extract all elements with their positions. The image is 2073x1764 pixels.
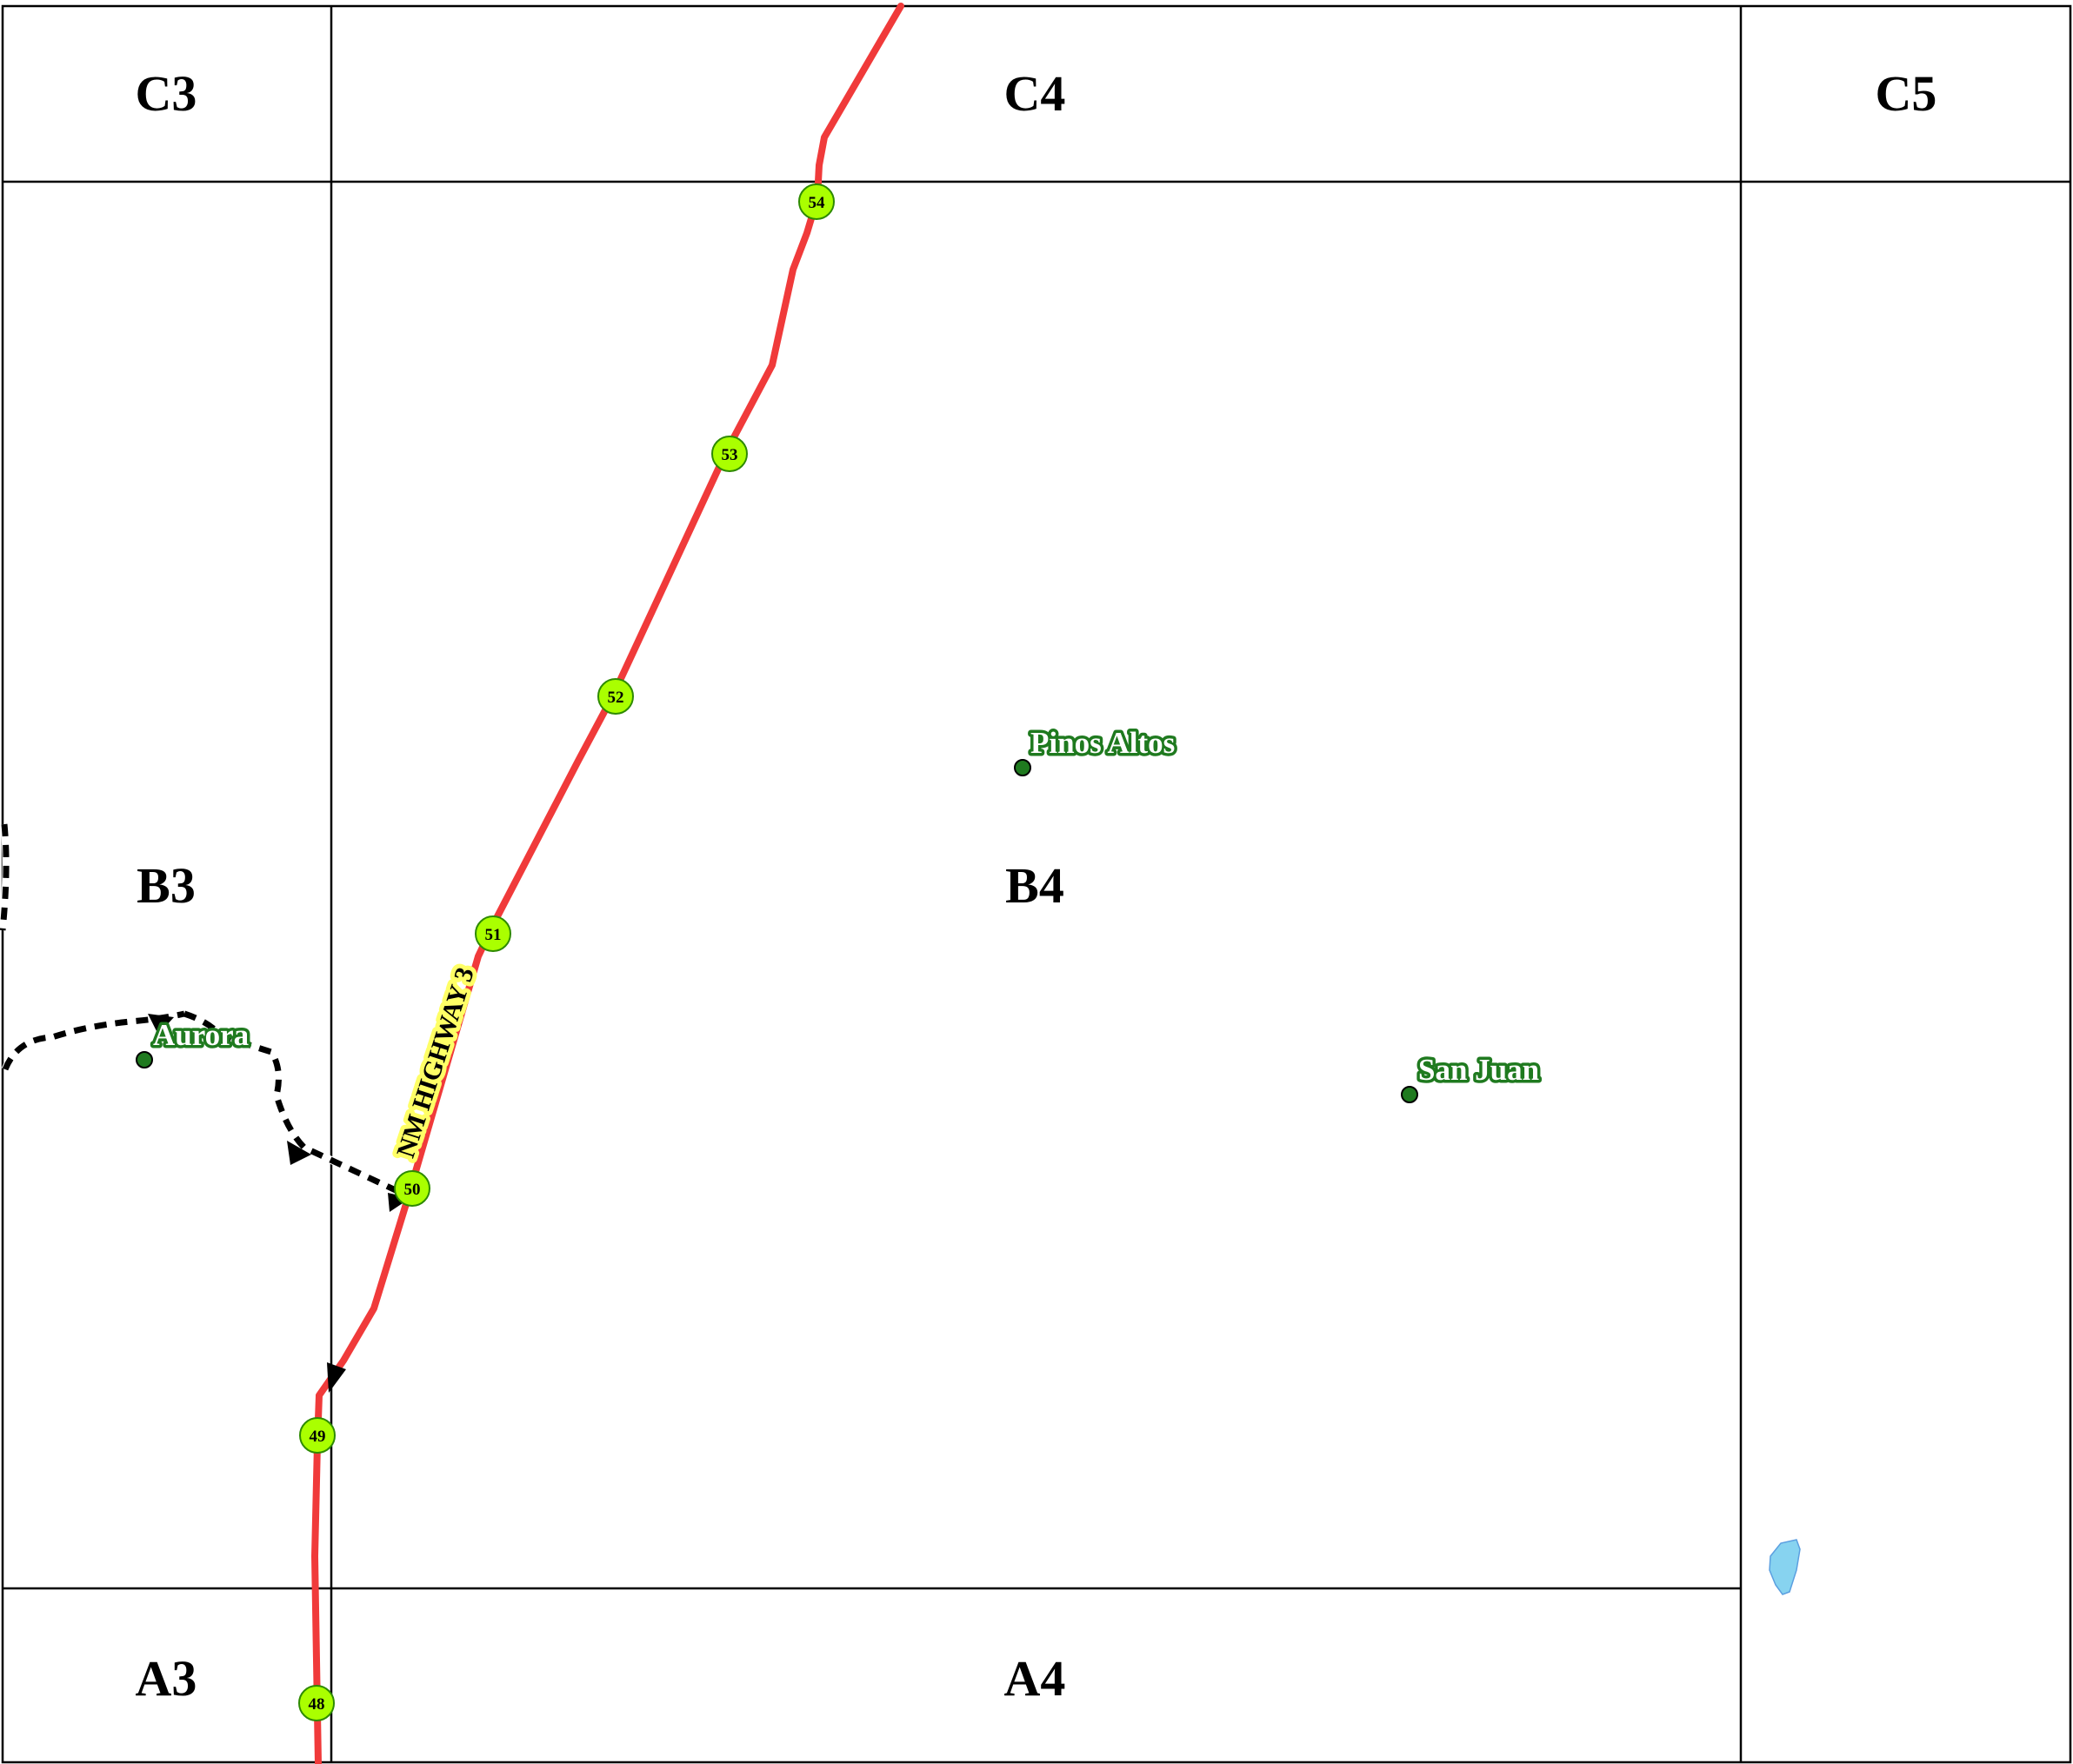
town-point-icon bbox=[1401, 1086, 1418, 1103]
highway-nm3[interactable] bbox=[311, 3, 904, 1764]
town-point-icon bbox=[1014, 759, 1031, 776]
mile-markers: 48 49 50 51 52 53 54 bbox=[298, 183, 835, 1721]
mile-marker-label: 48 bbox=[309, 1695, 325, 1714]
town-point-icon bbox=[136, 1051, 153, 1068]
mile-marker-53: 53 bbox=[711, 436, 748, 472]
grid-label-c5: C5 bbox=[1876, 65, 1937, 122]
mile-marker-48: 48 bbox=[298, 1685, 335, 1721]
mile-marker-label: 49 bbox=[310, 1428, 326, 1446]
town-label-san-juan: San Juan bbox=[1418, 1053, 1539, 1087]
grid-label-a3: A3 bbox=[136, 1650, 197, 1707]
grid-label-b4: B4 bbox=[1005, 857, 1064, 914]
grid-label-c4: C4 bbox=[1004, 65, 1066, 122]
trail[interactable] bbox=[0, 823, 410, 1212]
grid-label-c3: C3 bbox=[136, 65, 197, 122]
highway-direction-arrow-icon bbox=[327, 1362, 346, 1393]
trail-edge-segment[interactable] bbox=[0, 823, 10, 931]
mile-marker-54: 54 bbox=[798, 183, 835, 220]
mile-marker-label: 52 bbox=[608, 689, 624, 707]
mile-marker-51: 51 bbox=[475, 915, 511, 952]
mile-marker-label: 53 bbox=[722, 446, 738, 464]
towns: Pinos Altos Aurora San Juan bbox=[136, 723, 1543, 1103]
mile-marker-label: 50 bbox=[404, 1181, 421, 1199]
town-pinos-altos[interactable]: Pinos Altos bbox=[1014, 723, 1178, 776]
highway-line[interactable] bbox=[311, 3, 904, 1764]
highway-label: NM HIGHWAY 3 bbox=[391, 964, 480, 1162]
trail-east-segment[interactable] bbox=[183, 1010, 410, 1200]
water-body bbox=[1769, 1539, 1801, 1595]
trail-arrow-icon bbox=[287, 1141, 311, 1165]
mile-marker-label: 51 bbox=[485, 926, 502, 944]
grid-label-a4: A4 bbox=[1004, 1650, 1066, 1707]
mile-marker-label: 54 bbox=[809, 194, 826, 212]
trail-west-segment[interactable] bbox=[2, 1010, 185, 1071]
mile-marker-50: 50 bbox=[394, 1170, 430, 1207]
mile-marker-49: 49 bbox=[299, 1417, 336, 1454]
grid-label-b3: B3 bbox=[137, 857, 196, 914]
trail-arrow-icon bbox=[148, 1014, 174, 1035]
grid-labels: C3 C4 C5 B3 B4 A3 A4 bbox=[136, 65, 1937, 1707]
town-aurora[interactable]: Aurora bbox=[136, 1015, 252, 1068]
town-san-juan[interactable]: San Juan bbox=[1401, 1050, 1543, 1103]
map-grid bbox=[1, 4, 2072, 1764]
town-label-aurora: Aurora bbox=[153, 1018, 249, 1052]
mile-marker-52: 52 bbox=[597, 678, 634, 715]
town-label-pinos-altos: Pinos Altos bbox=[1030, 726, 1175, 760]
